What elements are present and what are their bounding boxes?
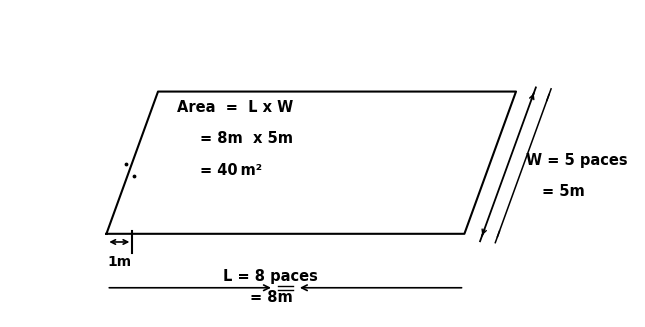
- Text: = 8m: = 8m: [250, 290, 292, 305]
- Text: 1m: 1m: [107, 255, 132, 268]
- Text: = 8m  x 5m: = 8m x 5m: [200, 131, 293, 146]
- Text: = 40 m²: = 40 m²: [200, 163, 262, 178]
- Text: L = 8 paces: L = 8 paces: [223, 269, 319, 284]
- Text: W = 5 paces: W = 5 paces: [526, 153, 628, 168]
- Text: = 5m: = 5m: [542, 184, 584, 199]
- Text: Area  =  L x W: Area = L x W: [177, 100, 293, 115]
